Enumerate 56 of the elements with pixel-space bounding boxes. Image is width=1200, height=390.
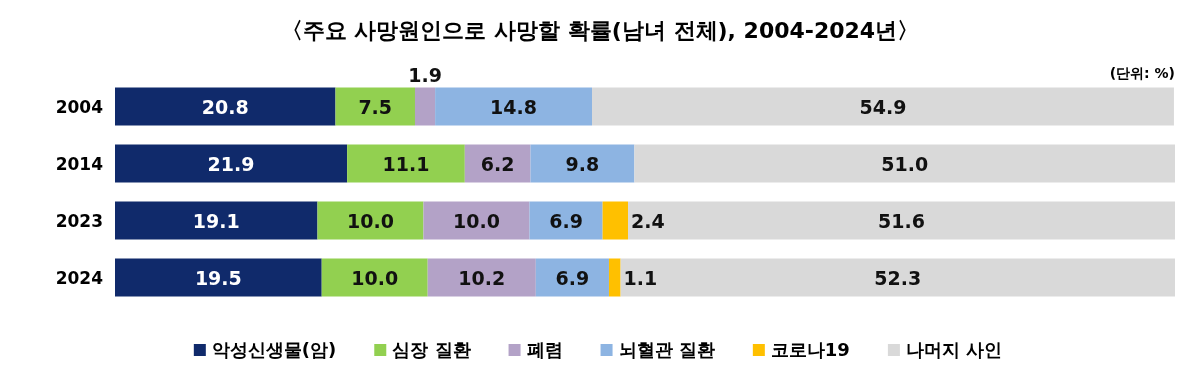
bar [427,258,536,297]
bar [592,87,1174,126]
data-label: 10.0 [351,266,399,289]
data-label: 7.5 [358,95,393,118]
y-tick-label: 2024 [55,267,104,288]
data-label: 14.8 [490,95,538,118]
bar [335,87,415,126]
legend-label: 악성신생물(암) [211,339,337,360]
bar [602,201,629,240]
data-label: 1.1 [623,266,658,289]
data-label: 9.8 [565,152,600,175]
data-label: 52.3 [874,266,922,289]
data-label: 11.1 [382,152,430,175]
bar [115,87,336,126]
bar [423,201,530,240]
bar [535,258,609,297]
bar [115,258,322,297]
data-label: 54.9 [859,95,907,118]
data-label: 21.9 [207,152,255,175]
bar [464,144,531,183]
bar [115,201,318,240]
bar [115,144,348,183]
bar [530,144,635,183]
data-label: 2.4 [631,209,665,232]
legend-label: 나머지 사인 [905,339,1003,360]
bar [634,144,1175,183]
data-label: 20.8 [201,95,249,118]
data-label: 6.9 [555,266,590,289]
legend-label: 폐렴 [526,339,563,360]
data-label: 51.6 [878,209,925,232]
legend-label: 뇌혈관 질환 [618,339,715,360]
data-label: 19.1 [192,209,240,232]
bar [347,144,465,183]
data-label: 10.2 [458,266,506,289]
legend-label: 코로나19 [770,339,850,360]
data-label: 19.5 [194,266,242,289]
bar [620,258,1175,297]
legend-label: 심장 질환 [392,339,471,360]
data-label: 51.0 [881,152,929,175]
bar [529,201,603,240]
bar [435,87,592,126]
annotation: (단위: %) [1109,65,1175,81]
bar [608,258,621,297]
y-tick-label: 2023 [55,210,103,231]
bar [628,201,1175,240]
bar [414,87,436,126]
data-label: 6.9 [549,209,583,232]
data-label: 6.2 [480,152,515,175]
y-tick-label: 2014 [55,153,104,174]
y-tick-label: 2004 [55,96,104,117]
bar [321,258,428,297]
data-label: 10.0 [453,209,500,232]
data-label: 10.0 [347,209,394,232]
data-label: 1.9 [408,63,442,86]
bar [317,201,424,240]
chart-title: 〈주요 사망원인으로 사망할 확률(남녀 전체), 2004-2024년〉 [280,18,920,43]
